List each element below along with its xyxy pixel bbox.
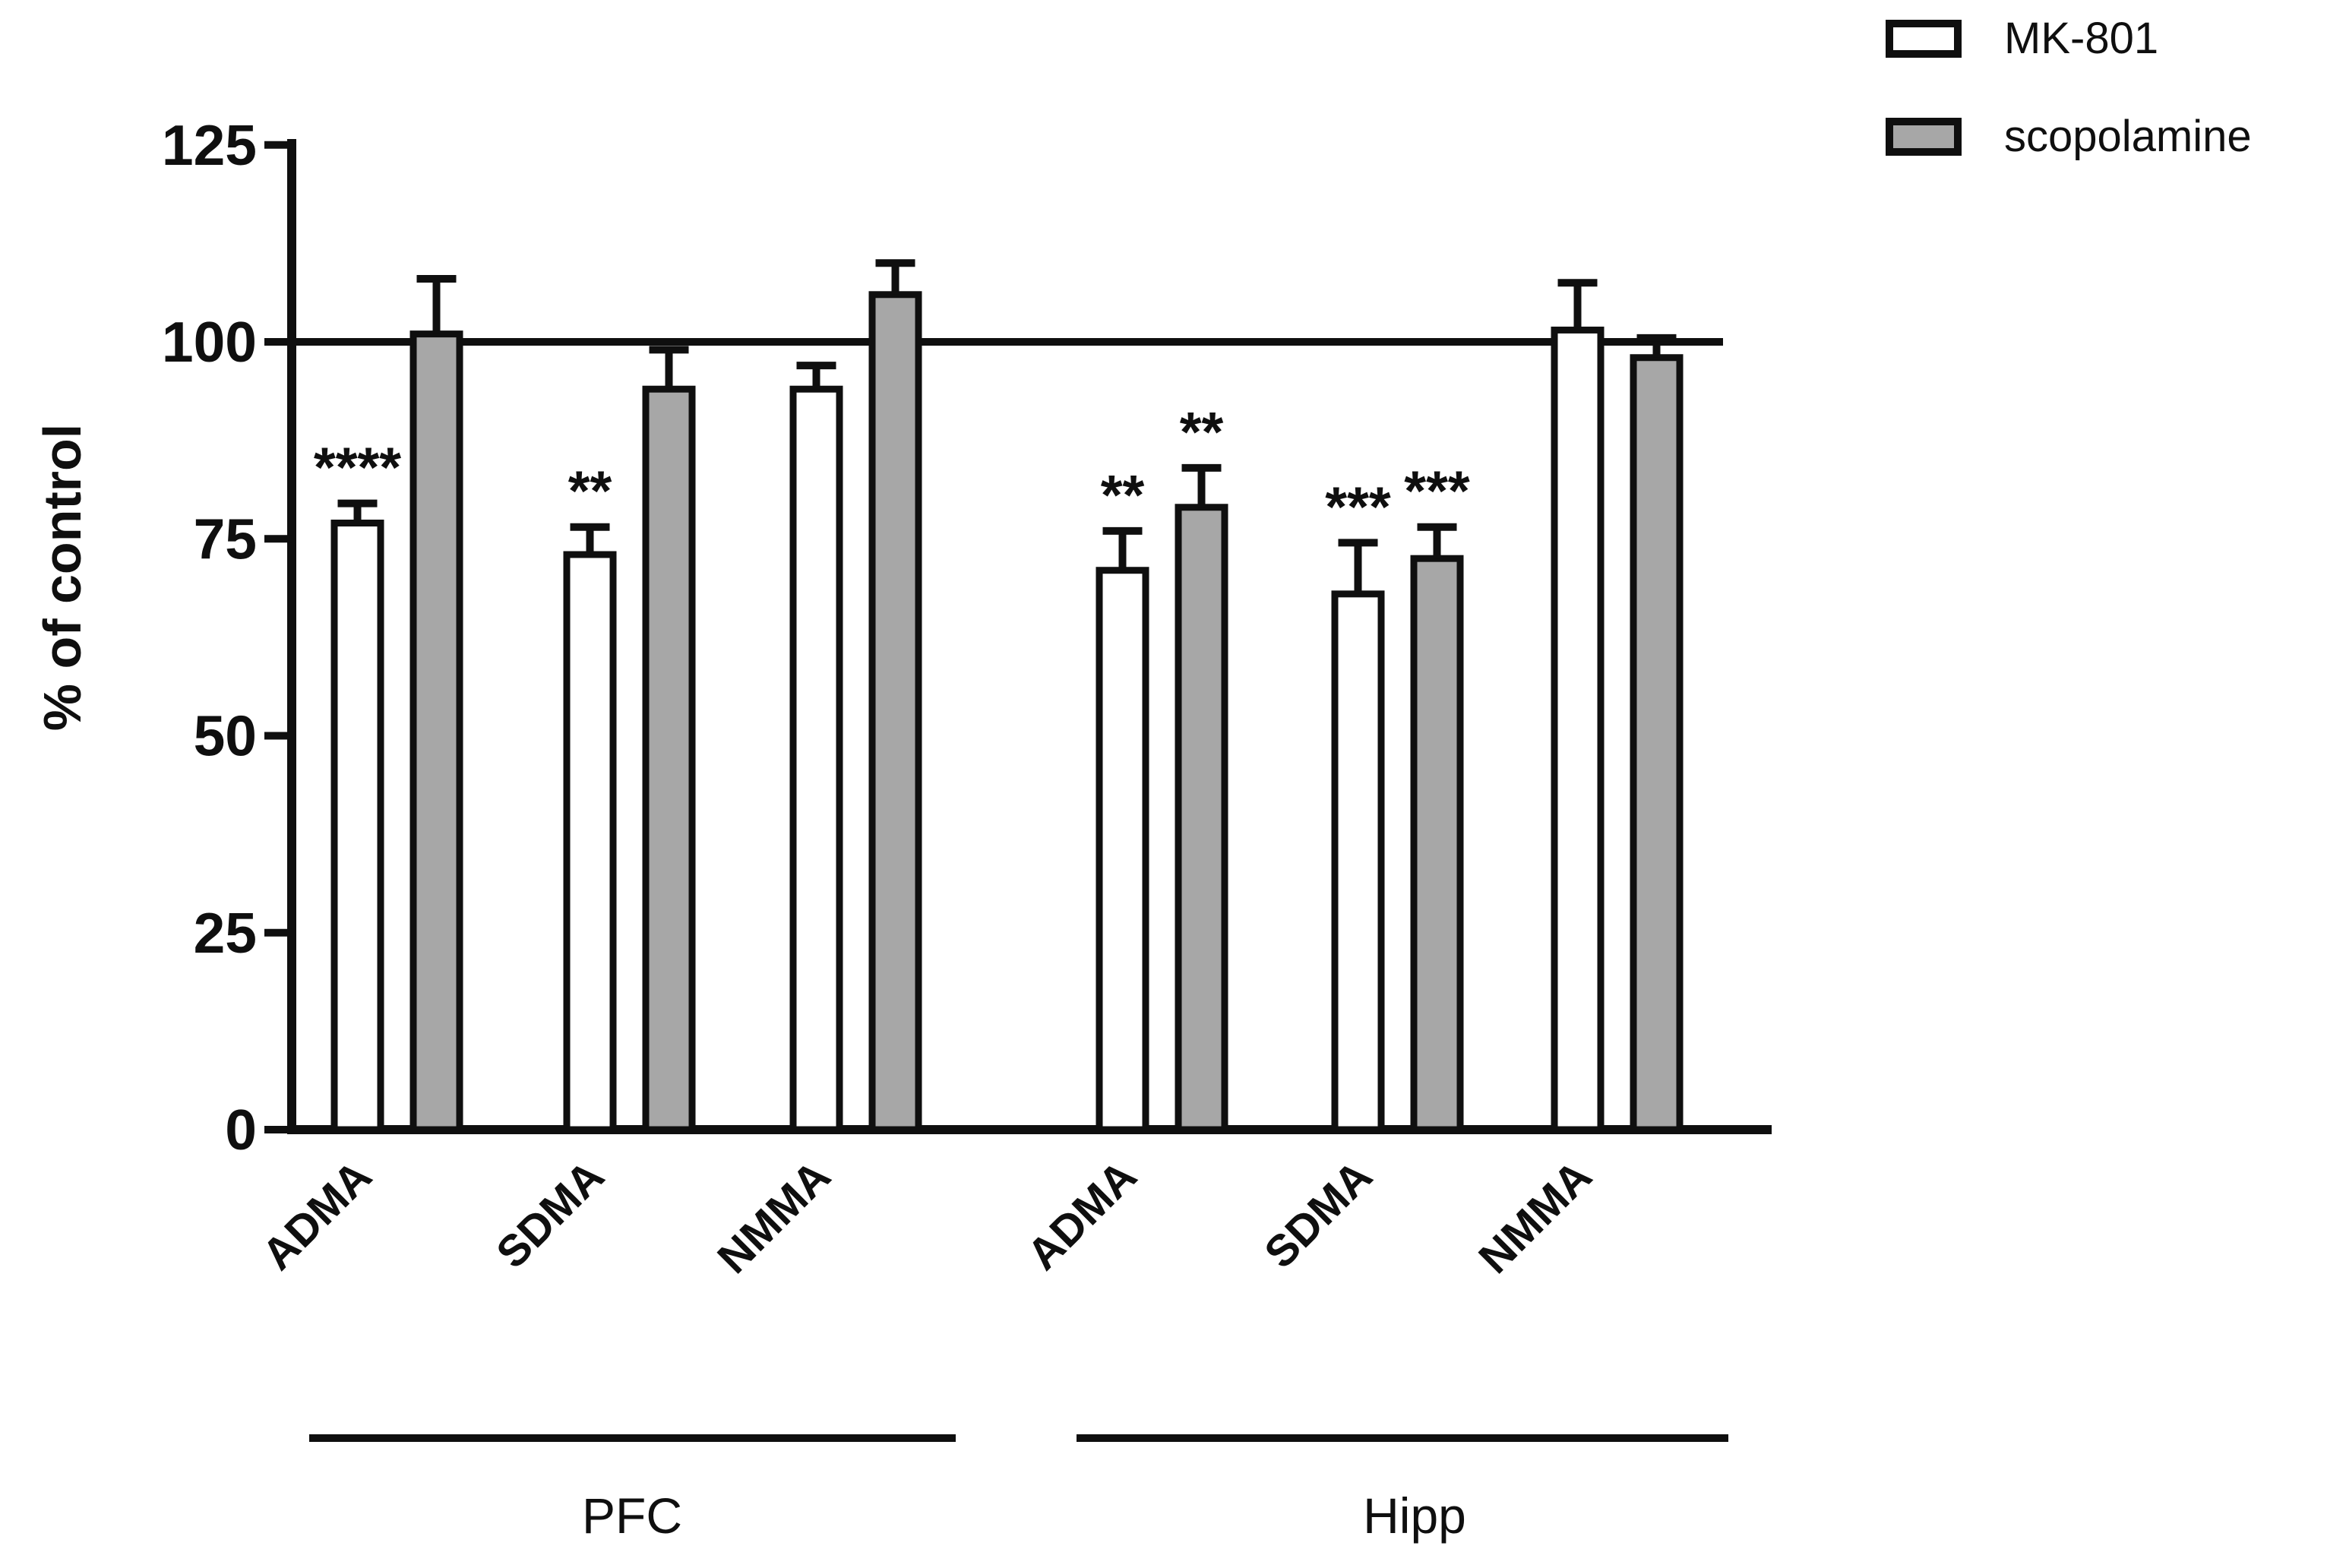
bar-hipp-sdma-scopolamine bbox=[1410, 555, 1464, 1133]
bar-pfc-nmma-mk801 bbox=[789, 385, 843, 1133]
y-tick-label-25: 25 bbox=[194, 901, 257, 965]
bar-hipp-nmma-mk801 bbox=[1551, 326, 1605, 1133]
significance-hipp-sdma-scopolamine: *** bbox=[1404, 460, 1470, 523]
bar-pfc-adma-scopolamine bbox=[409, 330, 463, 1133]
y-tick-label-75: 75 bbox=[194, 507, 257, 571]
group-label-pfc: PFC bbox=[582, 1487, 682, 1544]
significance-hipp-adma-mk801: ** bbox=[1101, 463, 1145, 526]
significance-hipp-sdma-mk801: *** bbox=[1325, 475, 1391, 538]
group-label-hipp: Hipp bbox=[1363, 1487, 1466, 1544]
y-tick-label-0: 0 bbox=[225, 1098, 257, 1162]
category-label-pfc-nmma: NMMA bbox=[708, 1151, 840, 1283]
mk801-swatch-icon bbox=[1886, 20, 1962, 58]
bar-pfc-sdma-mk801 bbox=[563, 551, 617, 1133]
category-label-hipp-nmma: NMMA bbox=[1469, 1151, 1601, 1283]
bar-hipp-nmma-scopolamine bbox=[1630, 354, 1684, 1133]
significance-pfc-sdma-mk801: ** bbox=[568, 460, 612, 523]
legend: MK-801 scopolamine bbox=[1886, 15, 2252, 211]
y-tick-label-50: 50 bbox=[194, 704, 257, 768]
category-label-pfc-adma: ADMA bbox=[253, 1151, 381, 1279]
category-label-hipp-adma: ADMA bbox=[1018, 1151, 1146, 1279]
legend-item-scopolamine: scopolamine bbox=[1886, 113, 2252, 160]
bar-hipp-sdma-mk801 bbox=[1331, 590, 1385, 1133]
y-axis-title: % of control bbox=[33, 424, 92, 731]
y-tick-label-125: 125 bbox=[162, 113, 257, 177]
category-label-pfc-sdma: SDMA bbox=[487, 1151, 614, 1278]
category-label-hipp-sdma: SDMA bbox=[1255, 1151, 1382, 1278]
bar-pfc-nmma-scopolamine bbox=[868, 291, 922, 1133]
legend-label-mk801: MK-801 bbox=[2004, 14, 2159, 63]
significance-pfc-adma-mk801: **** bbox=[314, 436, 401, 499]
legend-label-scopolamine: scopolamine bbox=[2004, 112, 2252, 161]
bar-hipp-adma-mk801 bbox=[1096, 567, 1149, 1133]
bar-pfc-adma-mk801 bbox=[330, 520, 384, 1133]
bar-pfc-sdma-scopolamine bbox=[642, 385, 696, 1133]
significance-hipp-adma-scopolamine: ** bbox=[1180, 400, 1224, 463]
legend-item-mk801: MK-801 bbox=[1886, 15, 2252, 62]
y-tick-label-100: 100 bbox=[162, 310, 257, 374]
bar-hipp-adma-scopolamine bbox=[1175, 504, 1228, 1133]
scopolamine-swatch-icon bbox=[1886, 118, 1962, 156]
